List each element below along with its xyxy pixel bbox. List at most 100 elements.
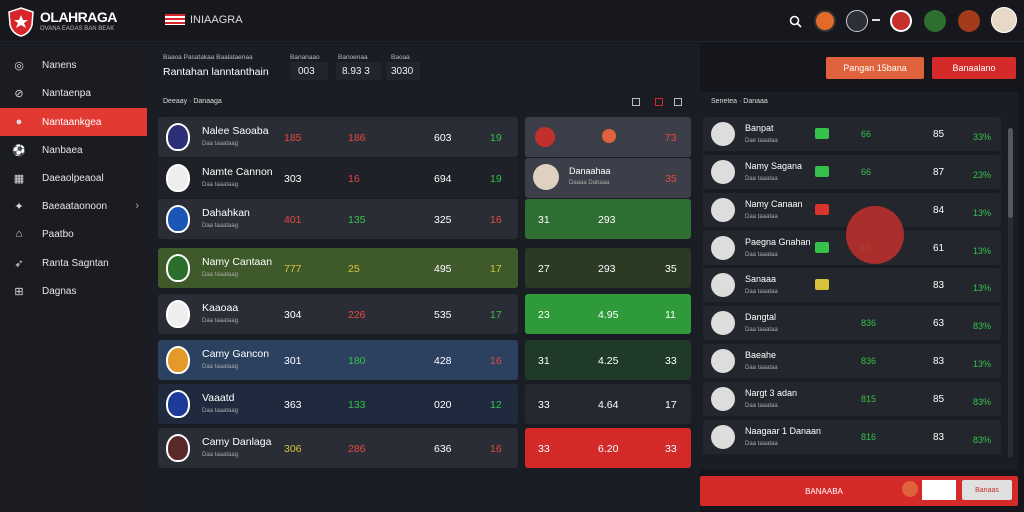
player-sub: Daa taaataa [745, 365, 778, 371]
player-name: Paegna Gnahan [745, 237, 811, 247]
odds-card[interactable]: 33 6.20 33 [525, 428, 691, 468]
table-row[interactable]: Kaaoaa Daa taaataag 304 226 535 17 [158, 294, 518, 334]
player-avatar [711, 236, 735, 260]
player-sub: Daaaa Dabaaa [569, 180, 610, 186]
table-row[interactable]: Namy Cantaan Daa taaataag 777 25 495 17 [158, 248, 518, 288]
table-row[interactable]: Vaaatd Daa taaataag 363 133 020 12 [158, 384, 518, 424]
league-icon[interactable] [924, 10, 946, 32]
table-row[interactable]: Namte Cannon Daa taaataag 303 16 694 19 [158, 158, 518, 198]
player-stat-1: 815 [861, 394, 877, 404]
odds-card[interactable]: 31 293 [525, 199, 691, 239]
club-crest-icon[interactable] [846, 10, 868, 32]
app-title: OLAHRAGA [40, 9, 117, 25]
status-badge [815, 166, 829, 177]
player-stat-1: 816 [861, 432, 877, 442]
team-name: Dahahkan [202, 207, 250, 219]
sidebar-item-0[interactable]: ◎ Nanens [0, 51, 147, 79]
card-value-b: 4.95 [598, 309, 619, 321]
player-stat-3: 13% [973, 246, 992, 256]
cta-right-button[interactable]: Banaas [962, 480, 1012, 500]
cta-icon[interactable] [902, 481, 918, 497]
player-stat-1: 836 [861, 356, 877, 366]
globe-icon: ◎ [14, 59, 24, 72]
scrollbar[interactable] [1008, 128, 1013, 458]
player-avatar [711, 387, 735, 411]
table-row[interactable]: Nalee Saoaba Daa taaataag 185 186 603 19 [158, 117, 518, 157]
player-row[interactable]: Nargt 3 adan Daa taaataa 815 85 83% [703, 382, 1001, 416]
sidebar-item-6[interactable]: ⌂ Paatbo [0, 220, 147, 248]
filter-icon[interactable] [655, 98, 663, 106]
sidebar-item-4[interactable]: ▦ Daeaolpeaoal [0, 164, 147, 192]
football-icon: ⚽ [12, 144, 26, 157]
table-row[interactable]: Dahahkan Daa taaataag 401 135 325 16 [158, 199, 518, 239]
sidebar-item-label: Daeaolpeaoal [42, 172, 104, 184]
player-sub: Daa taaataa [745, 214, 778, 220]
notification-icon[interactable] [890, 10, 912, 32]
player-row[interactable]: Sanaaa Daa taaataa 83 13% [703, 268, 1001, 302]
odds-card[interactable]: 27 293 35 [525, 248, 691, 288]
player-stat-2: 83 [933, 432, 945, 443]
sidebar-item-5[interactable]: ✦ Baeaataonoon › [0, 192, 147, 220]
chevron-right-icon: › [135, 200, 139, 212]
team-crest-icon [166, 300, 190, 328]
stat-col-3: 694 [434, 173, 452, 185]
stat-col-2: 25 [348, 263, 360, 275]
scrollbar-thumb[interactable] [1008, 128, 1013, 218]
sidebar-item-label: Ranta Sagntan [42, 257, 109, 269]
odds-card[interactable]: 31 4.25 33 [525, 340, 691, 380]
sidebar-item-7[interactable]: ➶ Ranta Sagntan [0, 249, 147, 277]
stat-col-2: 186 [348, 132, 366, 144]
team-name: Camy Gancon [202, 348, 270, 360]
stat-col-3: 325 [434, 214, 452, 226]
team-name: Nalee Saoaba [202, 125, 269, 137]
card-value-b: 4.25 [598, 355, 619, 367]
cta-input[interactable] [922, 480, 956, 500]
player-name: Namy Sagana [745, 161, 803, 171]
player-row[interactable]: Namy Sagana Daa taaataa 66 87 23% [703, 155, 1001, 189]
stat-col-2: 133 [348, 399, 366, 411]
stat-col-1: 401 [284, 214, 302, 226]
stat-col-3: 636 [434, 443, 452, 455]
sidebar-item-3[interactable]: ⚽ Nanbaea [0, 136, 147, 164]
player-row[interactable]: Baeahe Daa taaataa 836 83 13% [703, 344, 1001, 378]
card-value-b: 6.20 [598, 443, 619, 455]
sidebar-item-8[interactable]: ⊞ Dagnas [0, 277, 147, 305]
player-name: Naagaar 1 Danaan [745, 426, 822, 436]
odds-card[interactable]: 73 [525, 117, 691, 157]
player-stat-2: 83 [933, 356, 945, 367]
trophy-icon[interactable] [958, 10, 980, 32]
view-icon[interactable] [632, 98, 640, 106]
search-icon[interactable] [784, 10, 806, 32]
card-value-c: 11 [665, 309, 676, 321]
card-value-c: 35 [665, 173, 677, 185]
player-name: Namy Canaan [745, 199, 803, 209]
sidebar-item-1[interactable]: ⊘ Nantaenpa [0, 79, 147, 107]
player-name: Dangtal [745, 312, 777, 322]
player-row[interactable]: Banpat Dae taaataa 66 85 33% [703, 117, 1001, 151]
player-stat-3: 83% [973, 321, 992, 331]
stat-col-4: 16 [490, 355, 502, 367]
player-stat-3: 13% [973, 208, 992, 218]
stat-label: Baoaa [391, 54, 410, 61]
team-sub: Daa taaataag [202, 452, 239, 458]
region-label[interactable]: INIAAGRA [190, 14, 243, 26]
team-sub: Daa taaataag [202, 318, 239, 324]
settings-icon[interactable] [674, 98, 682, 106]
table-row[interactable]: Camy Gancon Daa taaataag 301 180 428 16 [158, 340, 518, 380]
odds-card[interactable]: 35 Danaahaa Daaaa Dabaaa [525, 158, 691, 198]
secondary-button[interactable]: Banaalano [932, 57, 1016, 79]
player-avatar [533, 164, 559, 190]
odds-card[interactable]: 33 4.64 17 [525, 384, 691, 424]
player-row[interactable]: Dangtal Daa taaataa 836 63 83% [703, 306, 1001, 340]
sidebar-item-2[interactable]: ● Nantaankgea [0, 108, 147, 136]
stat-col-4: 16 [490, 443, 502, 455]
odds-card[interactable]: 23 4.95 11 [525, 294, 691, 334]
stat-col-2: 226 [348, 309, 366, 321]
sidebar-item-label: Nanens [42, 59, 77, 71]
sidebar-item-label: Nantaenpa [42, 87, 91, 99]
user-avatar[interactable] [991, 7, 1017, 33]
primary-button[interactable]: Pangan 15bana [826, 57, 924, 79]
team-badge-icon[interactable] [814, 10, 836, 32]
table-row[interactable]: Camy Danlaga Daa taaataag 306 286 636 16 [158, 428, 518, 468]
player-row[interactable]: Naagaar 1 Danaan Daa taaataa 816 83 83% [703, 420, 1001, 454]
